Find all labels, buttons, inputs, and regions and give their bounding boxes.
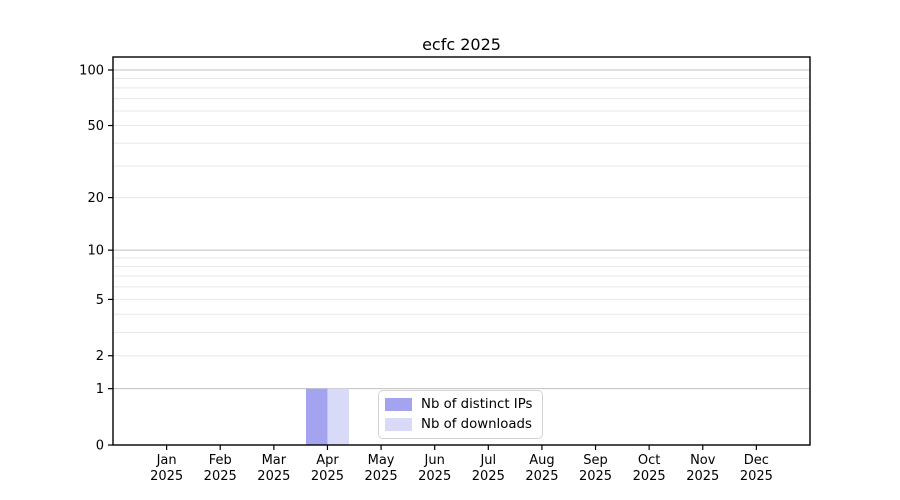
x-tick-label-month: Nov [690,453,716,468]
x-tick-label-month: Oct [638,453,660,468]
y-tick-label: 1 [96,382,104,397]
legend-item-distinct-ips: Nb of distinct IPs [385,396,532,413]
x-tick-label-month: Jun [424,453,445,468]
bars [305,388,349,445]
x-tick-label-month: Aug [529,453,554,468]
y-tick-label: 20 [87,191,104,206]
y-axis: 0 1 2 5 10 20 50 100 [79,64,113,454]
legend-label-distinct-ips: Nb of distinct IPs [421,397,533,412]
x-tick-label-month: Jan [156,453,177,468]
legend-swatch-downloads-icon [385,418,412,431]
x-tick-label-month: Mar [262,453,287,468]
grid [113,69,810,390]
x-tick-label-year: 2025 [686,469,719,484]
x-tick-label-year: 2025 [633,469,666,484]
x-tick-label-month: Feb [209,453,232,468]
bar-downloads [327,388,349,445]
x-tick-label-month: Sep [583,453,608,468]
legend-swatch-distinct-ips-icon [385,398,412,411]
legend-item-downloads: Nb of downloads [385,416,532,433]
chart-title: ecfc 2025 [422,35,501,54]
legend: Nb of distinct IPs Nb of downloads [378,390,544,439]
y-tick-label: 0 [96,439,104,454]
x-tick-label-month: Apr [316,453,339,468]
x-tick-label-year: 2025 [204,469,237,484]
y-tick-label: 2 [96,349,104,364]
x-tick-label-year: 2025 [311,469,344,484]
y-tick-label: 50 [87,119,104,134]
bar-distinct-ips [305,388,328,445]
x-tick-label-year: 2025 [472,469,505,484]
x-tick-label-year: 2025 [418,469,451,484]
x-tick-label-month: Jul [479,453,496,468]
x-tick-label-year: 2025 [525,469,558,484]
x-tick-label-year: 2025 [257,469,290,484]
plot-border [112,56,811,446]
y-tick-label: 5 [96,293,104,308]
y-tick-label: 100 [79,64,104,79]
legend-label-downloads: Nb of downloads [421,417,532,432]
x-tick-label-year: 2025 [579,469,612,484]
x-tick-label-month: May [368,453,395,468]
x-tick-label-year: 2025 [150,469,183,484]
x-tick-label-month: Dec [744,453,769,468]
y-tick-label: 10 [87,244,104,259]
x-tick-label-year: 2025 [365,469,398,484]
x-axis: Jan2025Feb2025Mar2025Apr2025May2025Jun20… [150,445,773,484]
x-tick-label-year: 2025 [740,469,773,484]
